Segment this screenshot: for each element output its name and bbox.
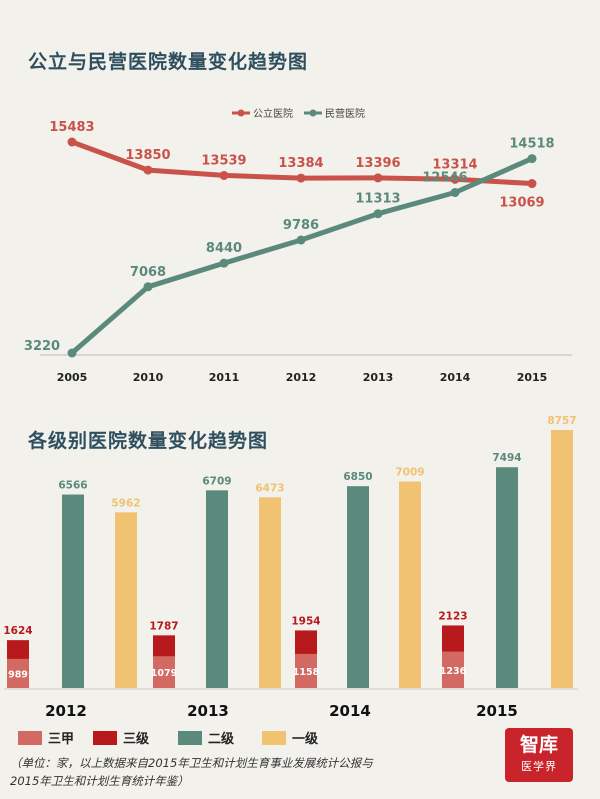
bar-label-2013-level3a: 1079 — [151, 668, 177, 679]
bar-legend-swatch-3 — [262, 731, 286, 745]
bar-2012-level3a — [7, 658, 29, 688]
bar-label-2013-level1: 6473 — [255, 482, 284, 494]
bar-2014-level2 — [347, 486, 369, 688]
series-0-point-2005 — [67, 137, 77, 147]
bar-2014-level1 — [399, 481, 421, 688]
series-1-point-2011 — [219, 258, 229, 268]
bar-2013-level2 — [206, 490, 228, 688]
bar-label-2012-level3a: 989 — [8, 669, 28, 680]
x-tick-label-2012: 2012 — [286, 371, 317, 384]
series-0-label-2010: 13850 — [125, 148, 170, 163]
series-0-label-2014: 13314 — [432, 157, 477, 172]
series-0-label-2013: 13396 — [355, 156, 400, 171]
series-1-point-2014 — [450, 188, 460, 198]
bar-legend-label-0: 三甲 — [48, 732, 74, 747]
bar-chart-title: 各级别医院数量变化趋势图 — [28, 430, 269, 452]
bar-label-2014-level1: 7009 — [395, 466, 424, 478]
x-tick-label-2014: 2014 — [440, 371, 471, 384]
bar-legend-label-2: 二级 — [208, 731, 235, 747]
series-1-label-2013: 11313 — [355, 192, 400, 207]
bar-label-2014-level3: 1954 — [291, 615, 320, 627]
bar-label-2015-level2: 7494 — [492, 452, 521, 464]
x-tick-label-2005: 2005 — [57, 371, 88, 384]
bar-legend-label-3: 一级 — [292, 731, 319, 747]
bar-2013-level1 — [259, 497, 281, 688]
series-0-point-2012 — [296, 173, 306, 183]
footnote: （单位：家，以上数据来自2015年卫生和计划生育事业发展统计公报与 2015年卫… — [10, 754, 490, 790]
bar-2013-level3a — [153, 656, 175, 688]
series-0-point-2014 — [450, 174, 460, 184]
bar-label-2014-level2: 6850 — [343, 471, 372, 483]
bar-label-2012-level3: 1624 — [3, 625, 32, 637]
logo-main-text: 智库 — [519, 734, 558, 756]
bar-2012-level2 — [62, 494, 84, 688]
series-1-point-2015 — [527, 154, 537, 164]
x-tick-label-2010: 2010 — [133, 371, 164, 384]
series-0-point-2010 — [143, 165, 153, 175]
bar-2015-level3a — [442, 651, 464, 688]
series-0-point-2013 — [373, 173, 383, 183]
legend-marker-1 — [309, 109, 317, 117]
bar-label-2015-level3a: 1236 — [440, 666, 467, 677]
bar-2012-level1 — [115, 512, 137, 688]
bar-legend-swatch-2 — [178, 731, 202, 745]
bar-x-tick-2014: 2014 — [329, 702, 371, 720]
x-tick-label-2015: 2015 — [517, 371, 548, 384]
series-1-point-2012 — [296, 235, 306, 245]
bar-2015-level1 — [551, 430, 573, 688]
bar-label-2013-level2: 6709 — [202, 475, 231, 487]
bar-x-tick-2015: 2015 — [476, 702, 518, 720]
bar-x-tick-2013: 2013 — [187, 702, 229, 720]
series-1-label-2015: 14518 — [509, 137, 554, 152]
legend-label-0: 公立医院 — [253, 107, 293, 120]
logo-sub-text: 医学界 — [521, 760, 557, 773]
series-1-label-2012: 9786 — [283, 218, 319, 233]
series-0-label-2005: 15483 — [49, 120, 94, 135]
series-1-label-2014: 12546 — [422, 171, 467, 186]
zhiku-logo: 智库 医学界 — [505, 728, 573, 782]
bar-label-2012-level1: 5962 — [111, 497, 140, 509]
bar-label-2014-level3a: 1158 — [293, 667, 320, 678]
bar-x-tick-2012: 2012 — [45, 702, 87, 720]
footnote-line-2: 2015年卫生和计划生育统计年鉴） — [10, 774, 189, 788]
x-tick-label-2011: 2011 — [209, 371, 240, 384]
legend-marker-0 — [237, 109, 245, 117]
series-0-label-2011: 13539 — [201, 153, 246, 168]
bar-legend-label-1: 三级 — [123, 731, 150, 747]
legend-label-1: 民营医院 — [325, 107, 365, 120]
series-0-label-2012: 13384 — [278, 156, 323, 171]
series-1-label-2010: 7068 — [130, 265, 166, 280]
bar-label-2015-level1: 8757 — [547, 415, 576, 427]
line-chart-title: 公立与民营医院数量变化趋势图 — [28, 51, 309, 73]
bar-legend-swatch-0 — [18, 731, 42, 745]
series-0-label-2015: 13069 — [499, 196, 544, 211]
x-tick-label-2013: 2013 — [363, 371, 394, 384]
bar-label-2015-level3: 2123 — [438, 610, 467, 622]
bar-legend-swatch-1 — [93, 731, 117, 745]
bar-label-2013-level3: 1787 — [149, 620, 178, 632]
series-1-label-2011: 8440 — [206, 241, 242, 256]
footnote-line-1: （单位：家，以上数据来自2015年卫生和计划生育事业发展统计公报与 — [10, 756, 373, 770]
bar-2015-level2 — [496, 467, 518, 688]
series-1-point-2013 — [373, 209, 383, 219]
bar-label-2012-level2: 6566 — [58, 480, 87, 492]
bar-2014-level3a — [295, 653, 317, 688]
series-1-point-2010 — [143, 282, 153, 292]
series-1-label-2005: 3220 — [24, 339, 60, 354]
series-line-1 — [70, 156, 534, 355]
series-1-point-2005 — [67, 348, 77, 358]
series-0-point-2011 — [219, 170, 229, 180]
series-0-point-2015 — [527, 179, 537, 189]
